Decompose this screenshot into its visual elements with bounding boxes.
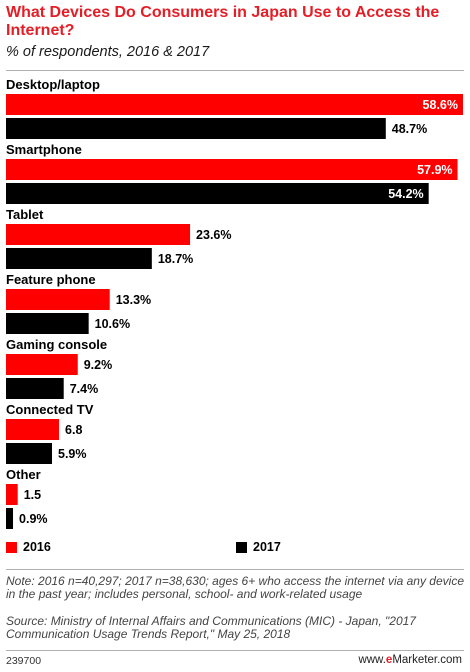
chart-title: What Devices Do Consumers in Japan Use t… xyxy=(6,4,440,39)
data-label-smartphone-2016: 57.9% xyxy=(417,163,452,177)
category-label-feature-phone: Feature phone xyxy=(6,272,96,287)
brand-link[interactable]: www.eMarketer.com xyxy=(358,654,462,666)
legend-label-2016: 2016 xyxy=(23,540,51,554)
data-label-connected-tv-2016: 6.8 xyxy=(65,423,82,437)
brand-rest: Marketer.com xyxy=(392,654,462,666)
bar-connected-tv-2016 xyxy=(6,419,60,440)
bar-tablet-2017 xyxy=(6,248,152,269)
bar-smartphone-2017 xyxy=(6,183,429,204)
data-label-connected-tv-2017: 5.9% xyxy=(58,447,87,461)
data-label-other-2017: 0.9% xyxy=(19,512,48,526)
category-label-gaming-console: Gaming console xyxy=(6,337,107,352)
data-label-gaming-console-2016: 9.2% xyxy=(84,358,113,372)
bar-feature-phone-2017 xyxy=(6,313,89,334)
legend-swatch-2016 xyxy=(6,541,17,553)
chart-id: 239700 xyxy=(6,655,42,667)
data-label-other-2016: 1.5 xyxy=(24,488,41,502)
footer-divider xyxy=(6,650,464,651)
bar-desktop-laptop-2017 xyxy=(6,118,386,139)
data-label-desktop-laptop-2017: 48.7% xyxy=(392,122,427,136)
data-label-smartphone-2017: 54.2% xyxy=(388,187,423,201)
chart-note: Note: 2016 n=40,297; 2017 n=38,630; ages… xyxy=(6,574,464,601)
brand-e: e xyxy=(385,654,393,666)
bar-connected-tv-2017 xyxy=(6,443,53,464)
data-label-feature-phone-2016: 13.3% xyxy=(116,293,151,307)
data-label-desktop-laptop-2016: 58.6% xyxy=(423,98,458,112)
data-label-tablet-2017: 18.7% xyxy=(158,252,193,266)
category-label-other: Other xyxy=(6,467,41,482)
bar-chart: Desktop/laptop 58.6% 48.7% Smartphone 57.9% 5… xyxy=(6,77,463,529)
bar-other-2017 xyxy=(6,508,14,529)
bar-gaming-console-2016 xyxy=(6,354,78,375)
top-divider xyxy=(6,70,464,71)
data-label-gaming-console-2017: 7.4% xyxy=(70,382,99,396)
bar-other-2016 xyxy=(6,484,18,505)
legend-swatch-2017 xyxy=(236,541,247,553)
legend-item-2016: 2016 xyxy=(6,540,51,554)
chart-source: Source: Ministry of Internal Affairs and… xyxy=(6,614,416,641)
data-label-tablet-2016: 23.6% xyxy=(196,228,231,242)
legend-label-2017: 2017 xyxy=(253,540,281,554)
category-label-connected-tv: Connected TV xyxy=(6,402,94,417)
bar-smartphone-2016 xyxy=(6,159,458,180)
category-label-desktop-laptop: Desktop/laptop xyxy=(6,77,100,92)
legend-item-2017: 2017 xyxy=(236,540,281,554)
category-label-smartphone: Smartphone xyxy=(6,142,82,157)
bar-tablet-2016 xyxy=(6,224,191,245)
bottom-divider xyxy=(6,569,464,570)
bar-gaming-console-2017 xyxy=(6,378,64,399)
category-label-tablet: Tablet xyxy=(6,207,44,222)
bar-desktop-laptop-2016 xyxy=(6,94,463,115)
chart-subtitle: % of respondents, 2016 & 2017 xyxy=(6,44,210,60)
data-label-feature-phone-2017: 10.6% xyxy=(95,317,130,331)
brand-prefix: www. xyxy=(358,654,386,666)
bar-feature-phone-2016 xyxy=(6,289,110,310)
